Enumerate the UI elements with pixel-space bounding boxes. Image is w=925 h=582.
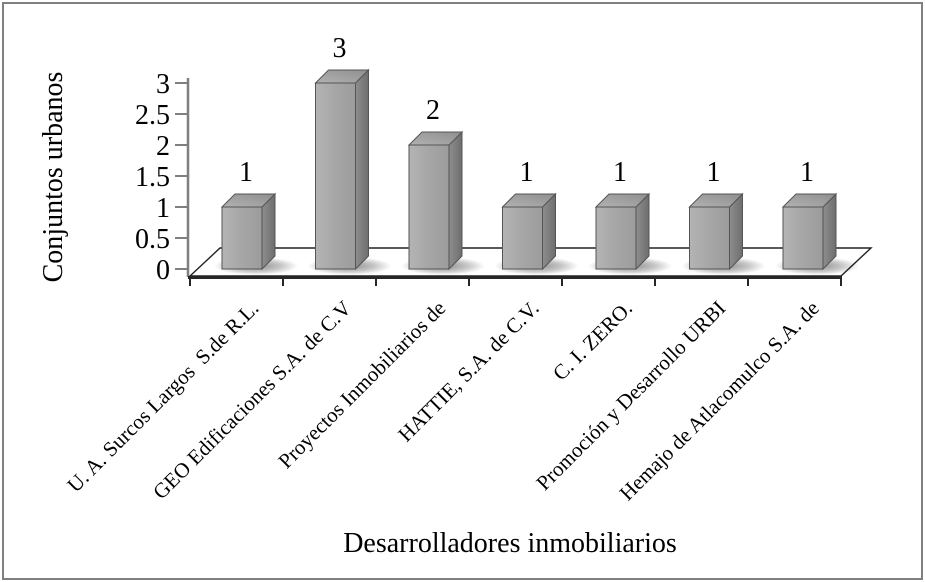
y-axis-tick-label: 0.5	[135, 224, 170, 255]
bar-front-face	[221, 206, 263, 270]
y-axis-tick-label: 2	[156, 131, 170, 162]
bar	[594, 192, 651, 271]
bar-front-face	[502, 206, 543, 270]
bar-value-label: 1	[239, 157, 253, 188]
bar-side-face	[355, 68, 369, 271]
axes: 00.511.522.53	[135, 69, 842, 286]
bar	[220, 192, 277, 271]
bar-front-face	[315, 82, 356, 270]
bar-front-face	[689, 206, 730, 270]
bar	[781, 192, 838, 271]
x-axis-title: Desarrolladores inmobiliarios	[343, 528, 677, 559]
y-axis-tick-label: 1.5	[135, 162, 170, 193]
y-axis-tick-label: 2.5	[135, 100, 170, 131]
bar-value-label: 1	[707, 157, 721, 188]
y-axis-tick-label: 3	[156, 69, 170, 100]
bar-front-face	[595, 206, 637, 270]
bars	[220, 68, 838, 271]
y-axis-tick-label: 1	[156, 193, 170, 224]
bar	[407, 130, 464, 271]
bar-front-face	[408, 144, 450, 270]
y-axis-tick-label: 0	[156, 255, 170, 286]
bar-value-label: 2	[426, 95, 440, 126]
bar-value-label: 1	[520, 157, 534, 188]
data-labels: 1 3 2 1 1 1 1	[239, 33, 814, 188]
bar	[314, 68, 370, 271]
bar-front-face	[782, 206, 824, 270]
bar	[688, 192, 744, 271]
bar-side-face	[448, 130, 463, 271]
bar-value-label: 1	[613, 157, 627, 188]
y-axis-title: Conjuntos urbanos	[38, 71, 69, 283]
bar	[501, 192, 557, 271]
bar-value-label: 3	[333, 33, 347, 64]
bar-value-label: 1	[800, 157, 814, 188]
